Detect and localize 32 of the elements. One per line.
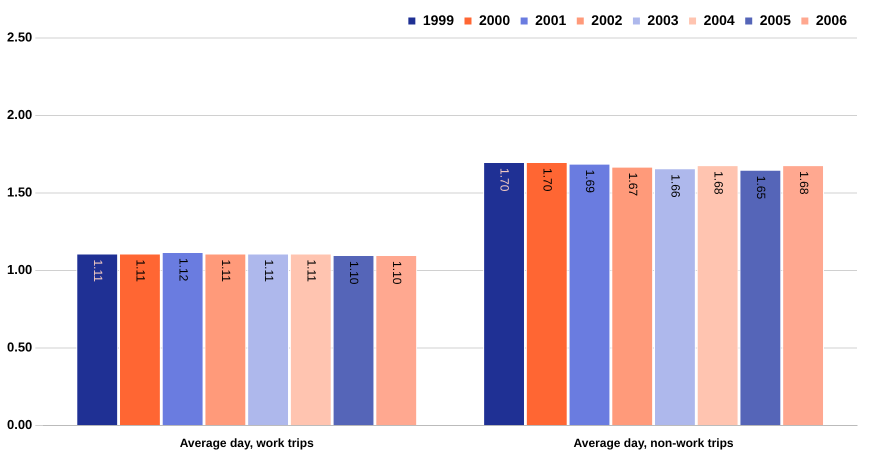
legend-label: 1999 xyxy=(422,12,454,28)
data-label: 1.10 xyxy=(390,261,404,285)
legend-label: 2001 xyxy=(535,12,566,28)
y-tick-label: 1.50 xyxy=(6,184,32,200)
data-label: 1.66 xyxy=(668,174,683,198)
legend-label: 2005 xyxy=(760,12,792,28)
data-label: 1.12 xyxy=(176,258,190,282)
data-label: 1.11 xyxy=(134,260,148,282)
data-label: 1.67 xyxy=(626,172,640,196)
y-tick-label: 1.00 xyxy=(6,262,32,278)
data-label: 1.68 xyxy=(711,171,726,195)
data-label: 1.70 xyxy=(498,168,512,192)
legend-label: 2006 xyxy=(816,12,848,28)
legend-label: 2004 xyxy=(704,12,735,28)
y-tick-label: 0.50 xyxy=(6,340,32,355)
data-label: 1.10 xyxy=(347,261,362,285)
legend-label: 2000 xyxy=(478,12,510,28)
y-tick-label: 2.00 xyxy=(6,107,32,122)
legend-label: 2003 xyxy=(647,12,679,28)
x-tick-label: Average day, work trips xyxy=(180,436,314,450)
data-label: 1.68 xyxy=(796,171,811,195)
data-label: 1.11 xyxy=(304,260,318,282)
data-label: 1.11 xyxy=(262,260,276,282)
data-label: 1.69 xyxy=(583,170,598,194)
data-label: 1.70 xyxy=(540,168,554,192)
data-label: 1.11 xyxy=(90,260,105,282)
y-tick-label: 0.00 xyxy=(6,417,32,432)
data-label: 1.65 xyxy=(754,176,768,200)
y-tick-label: 2.50 xyxy=(6,30,32,45)
data-label: 1.11 xyxy=(219,260,234,282)
legend-label: 2002 xyxy=(591,12,623,28)
x-tick-label: Average day, non-work trips xyxy=(574,436,734,450)
